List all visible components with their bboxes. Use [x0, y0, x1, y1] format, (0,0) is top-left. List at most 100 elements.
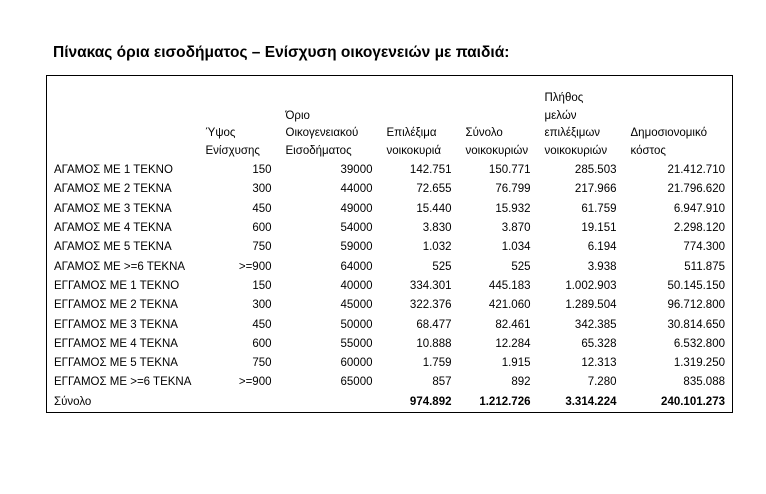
- table-cell: >=900: [238, 376, 272, 389]
- table-cell: ΕΓΓΑΜΟΣ ΜΕ 1 ΤΕΚΝΟ: [54, 279, 180, 292]
- table-cell: ΕΓΓΑΜΟΣ ΜΕ 3 ΤΕΚΝΑ: [54, 318, 178, 331]
- table-cell: 421.060: [488, 299, 531, 312]
- header-cell: Επιλέξιμα νοικοκυριά: [386, 127, 442, 157]
- table-row: ΕΓΓΑΜΟΣ ΜΕ 4 ΤΕΚΝΑ 600 55000 10.888 12.284 65…: [47, 335, 733, 354]
- table-cell: 60000: [340, 357, 373, 370]
- header-cell: Πλήθος μελών επιλέξιμων νοικοκυριών: [544, 92, 608, 157]
- table-cell: 1.319.250: [673, 357, 725, 370]
- table-cell: 600: [252, 337, 272, 350]
- table-cell: [279, 393, 380, 413]
- header-cell: Σύνολο νοικοκυριών: [465, 127, 529, 157]
- table-cell: 322.376: [409, 299, 452, 312]
- table-cell: 82.461: [495, 318, 531, 331]
- table-cell: 45000: [340, 299, 373, 312]
- table-cell: 54000: [340, 222, 373, 235]
- header-row: Ύψος Ενίσχυσης Όριο Οικογενειακού Εισοδήμ…: [47, 76, 733, 162]
- table-cell: 1.032: [422, 241, 452, 254]
- table-row: ΑΓΑΜΟΣ ΜΕ 3 ΤΕΚΝΑ 450 49000 15.440 15.932 61.…: [47, 200, 733, 219]
- total-cell: 3.314.224: [565, 395, 617, 408]
- table-row: ΑΓΑΜΟΣ ΜΕ 1 ΤΕΚΝΟ 150 39000 142.751 150.771 2…: [47, 161, 733, 180]
- total-cell: 1.212.726: [479, 395, 531, 408]
- table-cell: 55000: [340, 337, 373, 350]
- table-cell: [199, 393, 279, 413]
- table-cell: 892: [511, 376, 531, 389]
- table-cell: 30.814.650: [667, 318, 725, 331]
- table-row: ΑΓΑΜΟΣ ΜΕ 5 ΤΕΚΝΑ 750 59000 1.032 1.034 6.194…: [47, 238, 733, 257]
- table-cell: 150: [252, 279, 272, 292]
- table-cell: 525: [432, 260, 452, 273]
- table-cell: 6.532.800: [673, 337, 725, 350]
- table-cell: 72.655: [416, 183, 452, 196]
- table-cell: 15.440: [416, 202, 452, 215]
- table-cell: 1.002.903: [565, 279, 617, 292]
- table-cell: 150.771: [488, 164, 531, 177]
- table-cell: 285.503: [574, 164, 617, 177]
- table-cell: 3.870: [501, 222, 531, 235]
- table-cell: 40000: [340, 279, 373, 292]
- header-cell: Ύψος Ενίσχυσης: [205, 127, 260, 157]
- table: Ύψος Ενίσχυσης Όριο Οικογενειακού Εισοδήμ…: [46, 75, 733, 413]
- table-cell: 61.759: [581, 202, 617, 215]
- table-cell: 217.966: [574, 183, 617, 196]
- table-cell: 65.328: [581, 337, 617, 350]
- table-cell: 10.888: [416, 337, 452, 350]
- title: Πίνακας όρια εισοδήματος – Ενίσχυση οικο…: [53, 44, 510, 61]
- table-cell: 1.289.504: [565, 299, 617, 312]
- table-body: ΑΓΑΜΟΣ ΜΕ 1 ΤΕΚΝΟ 150 39000 142.751 150.771 2…: [47, 161, 733, 412]
- table-cell: 525: [511, 260, 531, 273]
- table-cell: ΑΓΑΜΟΣ ΜΕ 5 ΤΕΚΝΑ: [54, 241, 172, 254]
- table-cell: 96.712.800: [667, 299, 725, 312]
- table-row: ΕΓΓΑΜΟΣ ΜΕ 5 ΤΕΚΝΑ 750 60000 1.759 1.915 12.3…: [47, 354, 733, 373]
- table-cell: 857: [432, 376, 452, 389]
- table-cell: 750: [252, 241, 272, 254]
- table-cell: >=900: [238, 260, 272, 273]
- table-row: ΕΓΓΑΜΟΣ ΜΕ >=6 ΤΕΚΝΑ >=900 65000 857 892 7.28…: [47, 373, 733, 392]
- table-cell: 835.088: [683, 376, 725, 389]
- table-cell: 68.477: [416, 318, 452, 331]
- total-cell: 974.892: [409, 395, 452, 408]
- header-cell: [47, 76, 199, 162]
- table-cell: 750: [252, 357, 272, 370]
- table-row: ΕΓΓΑΜΟΣ ΜΕ 1 ΤΕΚΝΟ 150 40000 334.301 445.183…: [47, 277, 733, 296]
- table-row: ΑΓΑΜΟΣ ΜΕ 2 ΤΕΚΝΑ 300 44000 72.655 76.799 217…: [47, 180, 733, 199]
- table-cell: 44000: [340, 183, 373, 196]
- table-cell: 6.947.910: [673, 202, 725, 215]
- table-cell: 300: [252, 183, 272, 196]
- table-cell: 511.875: [684, 260, 725, 273]
- table-cell: 6.194: [587, 241, 617, 254]
- table-cell: ΑΓΑΜΟΣ ΜΕ 1 ΤΕΚΝΟ: [54, 164, 173, 177]
- table-cell: ΕΓΓΑΜΟΣ ΜΕ 4 ΤΕΚΝΑ: [54, 337, 178, 350]
- table-cell: ΑΓΑΜΟΣ ΜΕ 2 ΤΕΚΝΑ: [54, 183, 172, 196]
- table-cell: 12.284: [495, 337, 531, 350]
- table-cell: 21.412.710: [667, 164, 725, 177]
- table-cell: 1.034: [501, 241, 531, 254]
- table-row: ΑΓΑΜΟΣ ΜΕ >=6 ΤΕΚΝΑ >=900 64000 525 525 3.938…: [47, 257, 733, 276]
- header-cell: Όριο Οικογενειακού Εισοδήματος: [285, 109, 359, 157]
- table-cell: ΕΓΓΑΜΟΣ ΜΕ 2 ΤΕΚΝΑ: [54, 299, 178, 312]
- table-cell: 1.759: [422, 357, 452, 370]
- table-cell: 2.298.120: [673, 222, 725, 235]
- table-cell: 3.938: [587, 260, 617, 273]
- table-cell: ΑΓΑΜΟΣ ΜΕ 4 ΤΕΚΝΑ: [54, 222, 172, 235]
- table-cell: 300: [252, 299, 272, 312]
- table-row: ΕΓΓΑΜΟΣ ΜΕ 3 ΤΕΚΝΑ 450 50000 68.477 82.461 34…: [47, 315, 733, 334]
- table-cell: 50.145.150: [667, 279, 725, 292]
- header-cell: Δημοσιονομικό κόστος: [630, 127, 707, 157]
- table-cell: 1.915: [501, 357, 531, 370]
- table-cell: 334.301: [409, 279, 452, 292]
- table-row: ΕΓΓΑΜΟΣ ΜΕ 2 ΤΕΚΝΑ 300 45000 322.376 421.060…: [47, 296, 733, 315]
- table-cell: 450: [252, 202, 272, 215]
- table-cell: 142.751: [409, 164, 452, 177]
- table-cell: 39000: [340, 164, 373, 177]
- table-cell: 50000: [340, 318, 373, 331]
- table-cell: 342.385: [574, 318, 617, 331]
- table-cell: 19.151: [581, 222, 617, 235]
- table-cell: 21.796.620: [667, 183, 725, 196]
- total-label: Σύνολο: [54, 395, 92, 408]
- table-cell: 49000: [340, 202, 373, 215]
- table-cell: 64000: [340, 260, 373, 273]
- table-row: ΑΓΑΜΟΣ ΜΕ 4 ΤΕΚΝΑ 600 54000 3.830 3.870 19.15…: [47, 219, 733, 238]
- total-row: Σύνολο 974.892 1.212.726 3.314.224 240.101.2…: [47, 393, 733, 413]
- total-cell: 240.101.273: [661, 395, 725, 408]
